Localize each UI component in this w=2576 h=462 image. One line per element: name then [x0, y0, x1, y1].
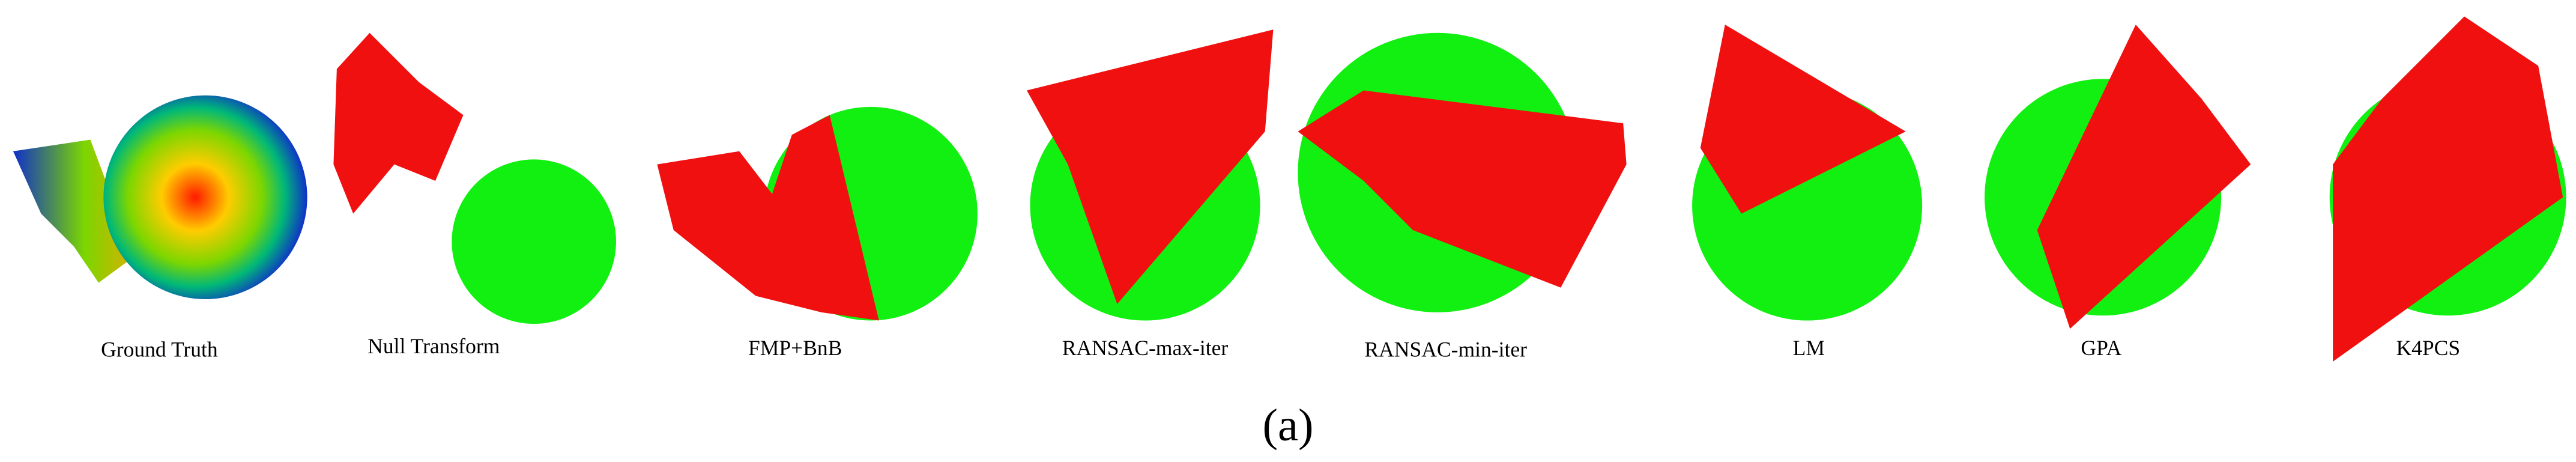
caption: (a) [1263, 400, 1314, 451]
null-transform [333, 32, 616, 324]
panel-label: Ground Truth [101, 338, 218, 362]
ground-truth [13, 95, 307, 299]
ransac-min-iter [1298, 32, 1627, 312]
labels: Ground Truth Null Transform FMP+BnB RANSAC-… [101, 334, 2460, 361]
panel-label: GPA [2081, 336, 2121, 360]
fmp-bnb [657, 106, 978, 321]
panel-label: Null Transform [367, 334, 500, 358]
panel-label: RANSAC-min-iter [1364, 338, 1527, 362]
panels: Ground Truth Null Transform FMP+BnB RANSAC-… [13, 16, 2566, 451]
panel-label: FMP+BnB [748, 336, 842, 360]
panel-label: K4PCS [2396, 336, 2460, 360]
panel-label: LM [1793, 336, 1825, 360]
k4pcs [2329, 16, 2566, 362]
panel-label: RANSAC-max-iter [1062, 336, 1229, 360]
gpa [1985, 25, 2251, 329]
ransac-max-iter [1027, 29, 1274, 321]
lm [1692, 25, 1923, 321]
